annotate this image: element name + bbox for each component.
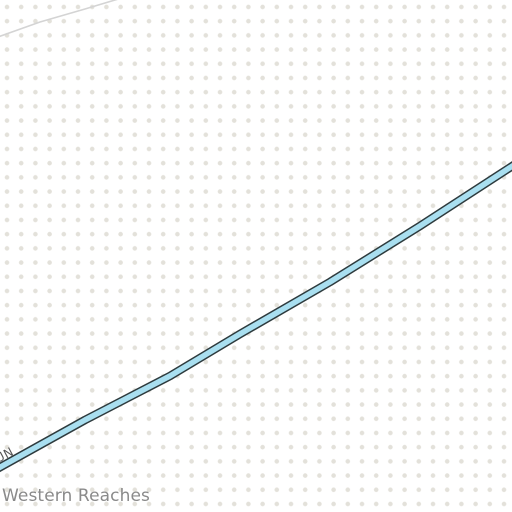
minor-road[interactable] — [0, 0, 125, 38]
main-road[interactable] — [0, 162, 512, 471]
region-label: Western Reaches — [2, 486, 150, 506]
